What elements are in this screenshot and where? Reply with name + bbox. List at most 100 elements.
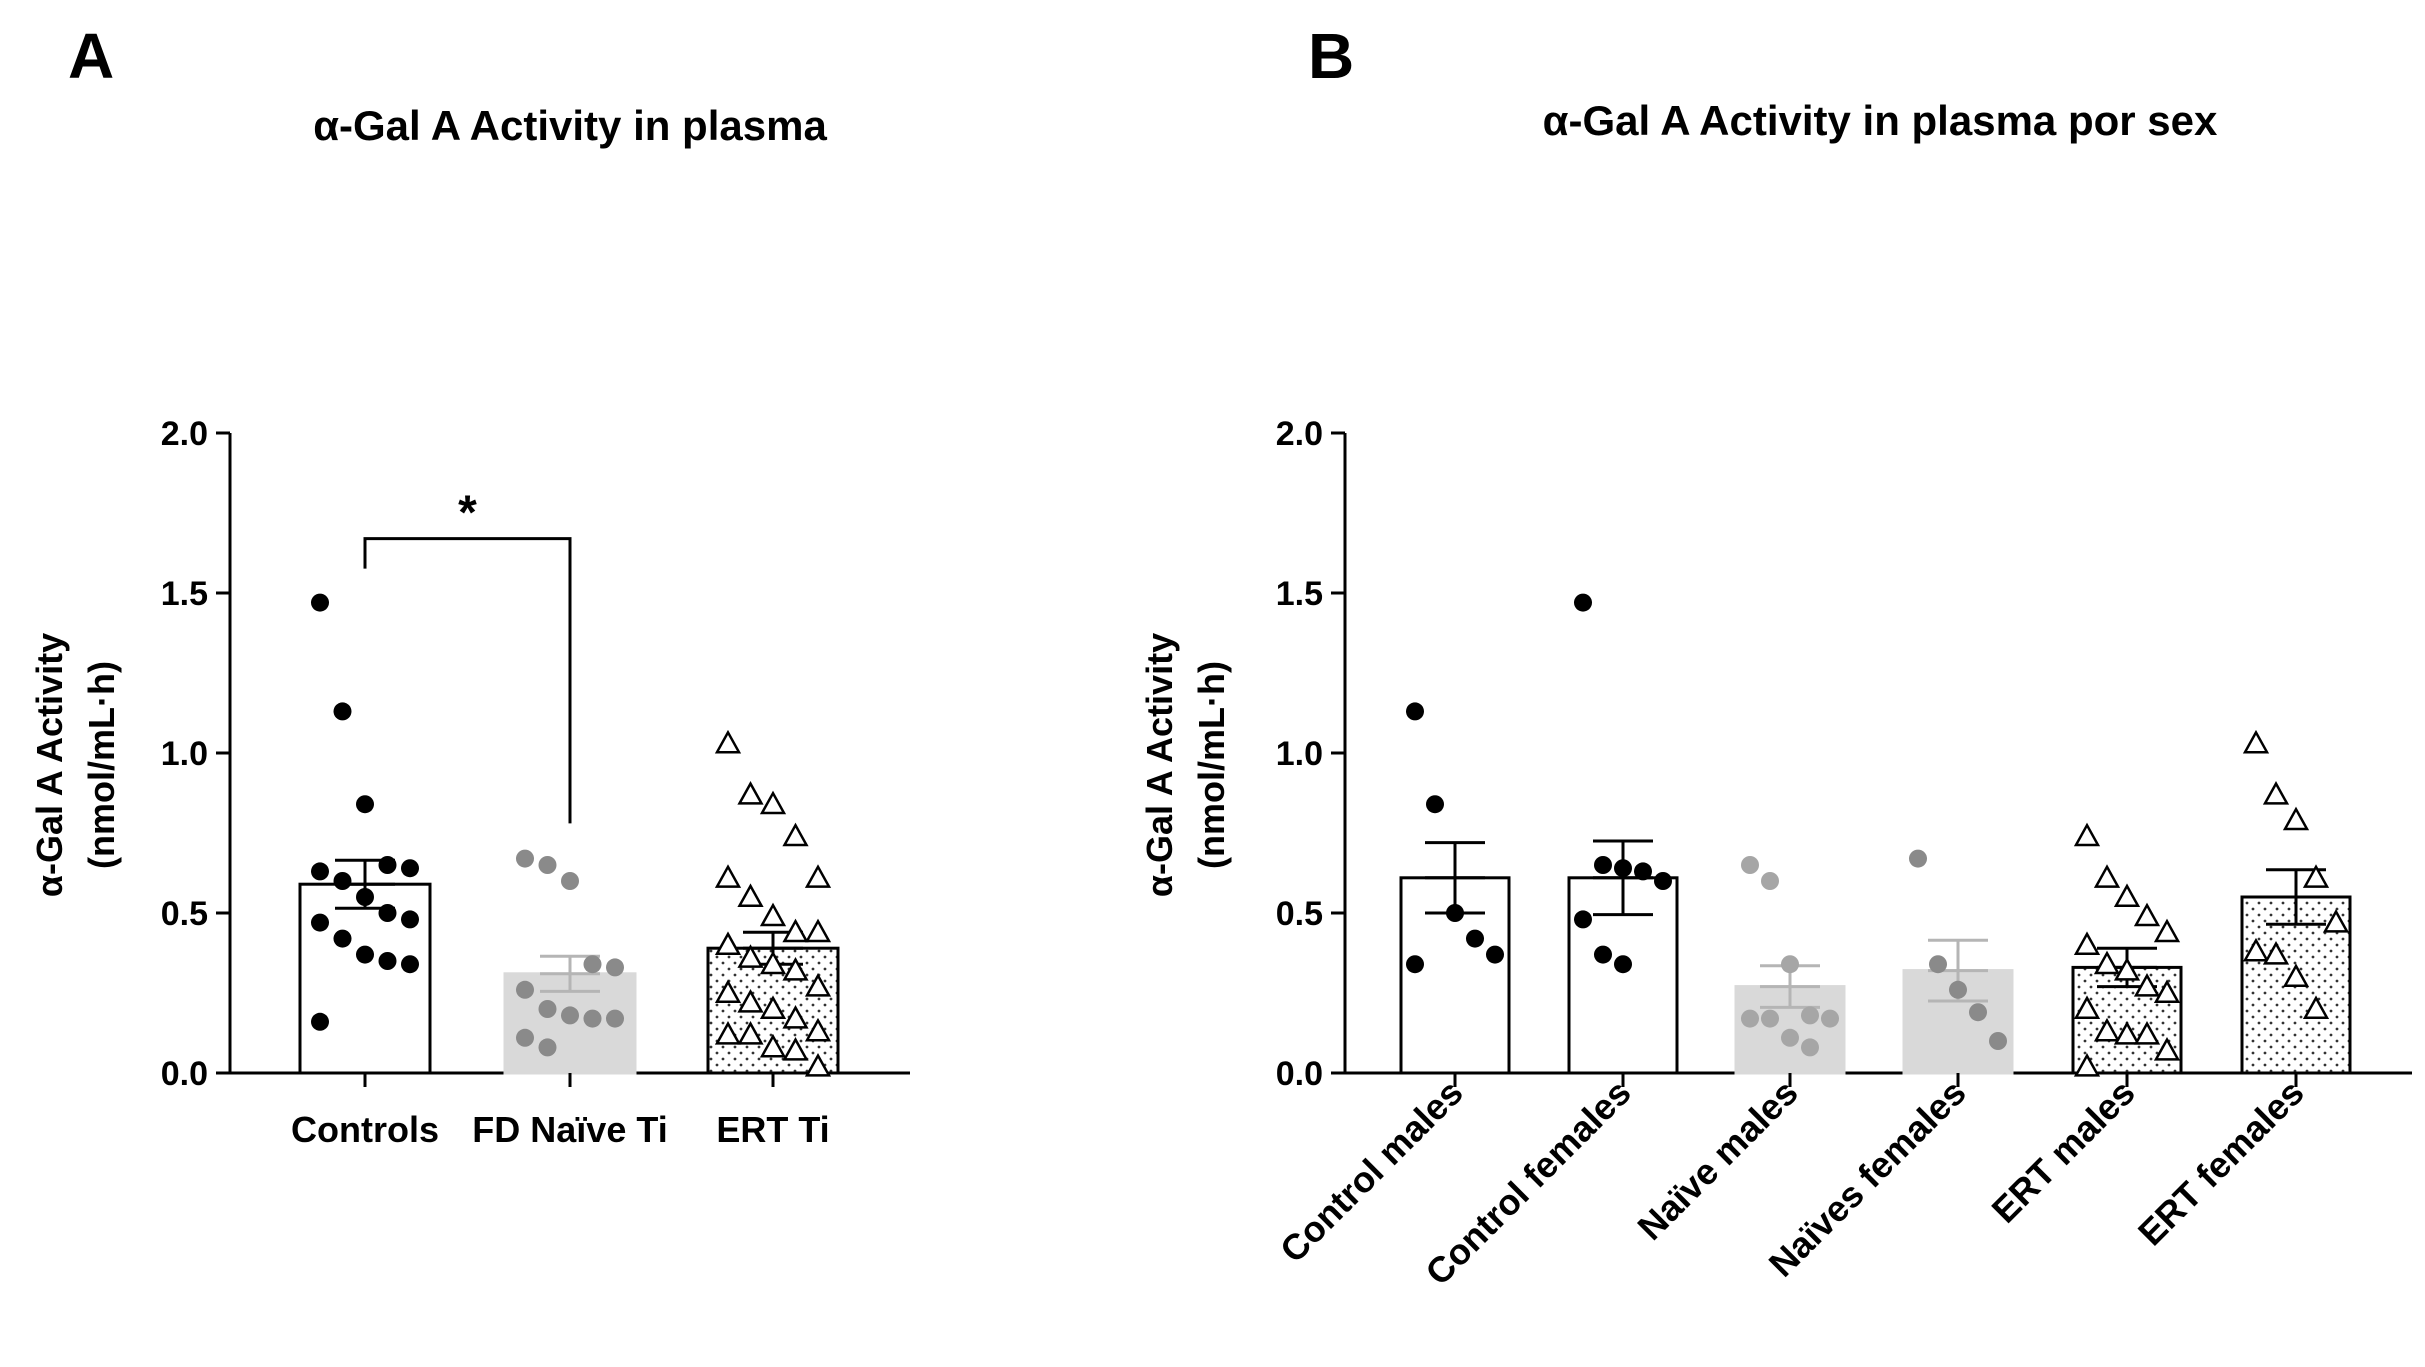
y-tick-label: 0.5 (1276, 895, 1323, 933)
data-point (737, 883, 764, 908)
data-point (1761, 872, 1779, 890)
panel-a-ylabel-line1: α-Gal A Activity (29, 633, 70, 897)
y-tick-label: 1.0 (1276, 735, 1323, 773)
data-point (759, 790, 787, 815)
data-point (759, 902, 787, 927)
x-category-label: Controls (291, 1109, 439, 1150)
panel-b-ylabel-line1: α-Gal A Activity (1139, 633, 1180, 897)
data-point (782, 1005, 809, 1029)
data-point (714, 729, 742, 754)
data-point (1949, 980, 1967, 999)
y-tick-label: 1.0 (161, 735, 208, 773)
data-point (2113, 957, 2141, 981)
data-point (714, 979, 742, 1004)
data-point (2302, 995, 2330, 1020)
data-point (378, 856, 397, 874)
y-tick-label: 1.5 (1276, 575, 1323, 613)
y-tick-label: 1.5 (161, 575, 208, 613)
data-point (561, 872, 579, 890)
data-point (1614, 955, 1632, 974)
x-category-label: ERT females (2130, 1072, 2312, 1254)
data-point (1821, 1009, 1839, 1028)
data-point (333, 702, 352, 721)
data-point (1594, 945, 1612, 964)
data-point (538, 1038, 557, 1057)
data-point (1466, 929, 1484, 948)
panel-b: B α-Gal A Activity in plasma por sex α-G… (1139, 20, 2412, 1293)
data-point (1781, 955, 1799, 974)
data-point (782, 918, 809, 943)
data-point (1426, 795, 1444, 814)
data-point (333, 929, 352, 948)
panel-b-letter: B (1308, 20, 1354, 92)
data-point (356, 945, 374, 964)
data-point (333, 872, 352, 890)
data-point (1406, 702, 1424, 721)
data-point (1801, 1038, 1819, 1057)
data-point (1801, 1006, 1819, 1025)
data-point (538, 856, 557, 874)
data-point (516, 849, 534, 868)
y-tick-label: 0.5 (161, 895, 208, 933)
data-point (311, 1012, 329, 1031)
data-point (2153, 1037, 2181, 1061)
data-point (516, 1028, 534, 1047)
data-point (737, 1021, 764, 1045)
data-point (804, 973, 832, 997)
data-point (1574, 910, 1592, 929)
data-point (804, 918, 832, 943)
data-point (2073, 931, 2101, 956)
data-point (2282, 963, 2310, 988)
data-point (714, 1021, 742, 1045)
data-point (356, 888, 374, 906)
data-point (2133, 902, 2161, 927)
data-point (1969, 1003, 1987, 1022)
data-point (759, 995, 787, 1020)
data-point (782, 822, 809, 847)
data-point (2282, 806, 2310, 831)
data-point (1446, 904, 1464, 922)
y-tick-label: 0.0 (161, 1055, 208, 1093)
data-point (737, 781, 764, 805)
data-point (759, 1033, 787, 1058)
x-category-label: FD Naïve Ti (472, 1109, 667, 1150)
data-point (737, 944, 764, 968)
panel-a: A α-Gal A Activity in plasma α-Gal A Act… (29, 20, 910, 1150)
x-category-label: ERT Ti (716, 1109, 829, 1150)
data-point (1654, 872, 1672, 890)
data-point (311, 593, 329, 612)
data-point (401, 910, 419, 929)
data-point (606, 958, 624, 977)
data-point (561, 1006, 579, 1025)
data-point (1741, 1009, 1759, 1028)
y-tick-label: 2.0 (1276, 415, 1323, 453)
data-point (1406, 955, 1424, 974)
data-point (2093, 1017, 2121, 1042)
data-point (782, 1037, 809, 1061)
data-point (1989, 1032, 2007, 1050)
data-point (2073, 995, 2101, 1020)
data-point (1634, 862, 1652, 881)
data-point (759, 950, 787, 975)
data-point (2153, 979, 2181, 1004)
data-point (356, 795, 374, 814)
data-point (583, 955, 602, 974)
data-point (378, 904, 397, 922)
data-point (1741, 856, 1759, 874)
data-point (606, 1009, 624, 1028)
bar (1567, 876, 1679, 1075)
data-point (1486, 945, 1504, 964)
panel-a-title: α-Gal A Activity in plasma (313, 102, 827, 149)
data-point (714, 931, 742, 956)
data-point (1614, 859, 1632, 878)
data-point (2262, 941, 2290, 965)
data-point (1929, 955, 1947, 974)
panel-b-title: α-Gal A Activity in plasma por sex (1543, 97, 2218, 144)
data-point (2113, 883, 2141, 908)
data-point (2113, 1021, 2141, 1045)
x-category-label: ERT males (1984, 1072, 2143, 1231)
data-point (583, 1009, 602, 1028)
y-tick-label: 2.0 (161, 415, 208, 453)
